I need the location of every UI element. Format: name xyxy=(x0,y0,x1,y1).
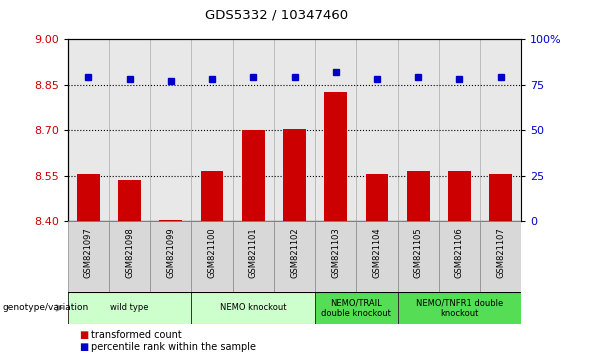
Bar xyxy=(68,292,191,324)
Text: GSM821103: GSM821103 xyxy=(331,227,340,278)
Bar xyxy=(315,292,398,324)
Bar xyxy=(480,221,521,292)
Text: NEMO/TNFR1 double
knockout: NEMO/TNFR1 double knockout xyxy=(416,298,503,318)
Text: NEMO/TRAIL
double knockout: NEMO/TRAIL double knockout xyxy=(322,298,391,318)
Bar xyxy=(118,180,141,221)
Text: percentile rank within the sample: percentile rank within the sample xyxy=(91,342,256,352)
Bar xyxy=(191,292,315,324)
Text: GSM821102: GSM821102 xyxy=(290,227,299,278)
Bar xyxy=(274,221,315,292)
Bar xyxy=(489,174,512,221)
Bar xyxy=(439,221,480,292)
Bar xyxy=(407,171,429,221)
Bar xyxy=(398,221,439,292)
Bar xyxy=(68,221,109,292)
Text: GSM821105: GSM821105 xyxy=(413,227,423,278)
Bar xyxy=(201,171,223,221)
Bar xyxy=(398,292,521,324)
Bar xyxy=(109,221,150,292)
Text: genotype/variation: genotype/variation xyxy=(3,303,89,313)
Bar xyxy=(150,221,191,292)
Bar xyxy=(325,92,347,221)
Text: GSM821098: GSM821098 xyxy=(125,227,134,278)
Bar xyxy=(366,174,388,221)
Bar xyxy=(315,221,356,292)
Text: transformed count: transformed count xyxy=(91,330,182,339)
Text: GDS5332 / 10347460: GDS5332 / 10347460 xyxy=(206,9,348,22)
Text: GSM821107: GSM821107 xyxy=(496,227,505,278)
Bar xyxy=(191,221,233,292)
Text: ■: ■ xyxy=(80,342,89,352)
Bar xyxy=(77,174,100,221)
Bar xyxy=(448,171,471,221)
Text: GSM821097: GSM821097 xyxy=(84,227,93,278)
Text: ■: ■ xyxy=(80,330,89,339)
Text: GSM821099: GSM821099 xyxy=(166,227,176,278)
Text: GSM821100: GSM821100 xyxy=(207,227,217,278)
Bar xyxy=(283,129,306,221)
Text: wild type: wild type xyxy=(110,303,149,313)
Text: GSM821104: GSM821104 xyxy=(372,227,382,278)
Text: NEMO knockout: NEMO knockout xyxy=(220,303,286,313)
Bar xyxy=(233,221,274,292)
Bar xyxy=(356,221,398,292)
Bar xyxy=(242,130,264,221)
Text: GSM821106: GSM821106 xyxy=(455,227,464,278)
Bar xyxy=(160,220,182,221)
Text: GSM821101: GSM821101 xyxy=(249,227,258,278)
